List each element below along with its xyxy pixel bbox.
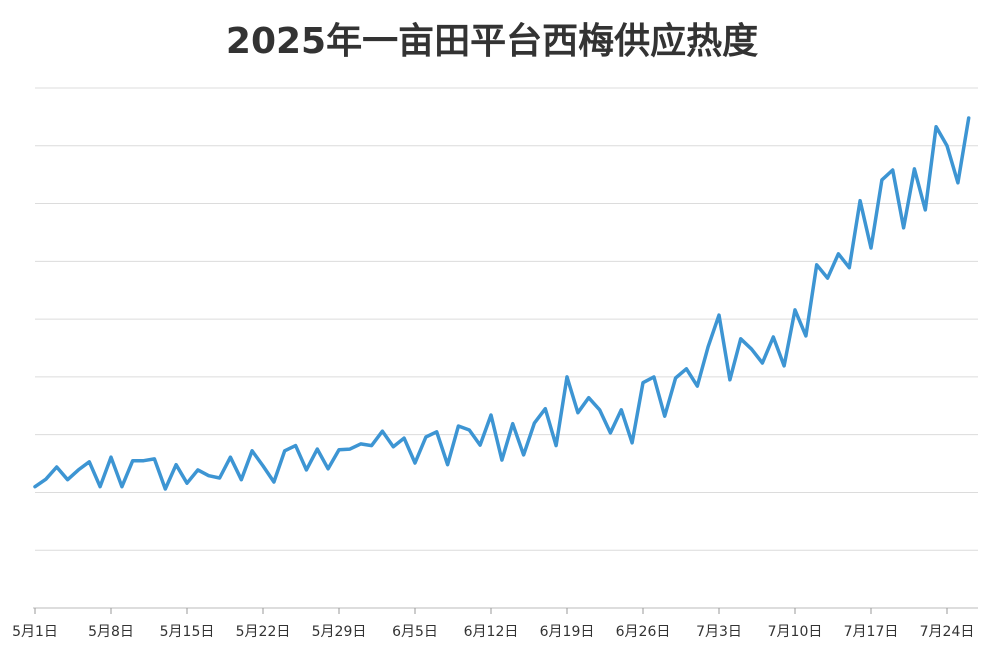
x-tick-label: 5月15日 [160, 624, 215, 640]
x-tick-label: 6月12日 [464, 624, 519, 640]
x-tick-label: 7月24日 [920, 624, 975, 640]
data-line [33, 116, 971, 491]
x-tick-label: 6月5日 [392, 624, 438, 640]
x-tick-label: 5月29日 [312, 624, 367, 640]
x-tick-label: 5月1日 [12, 624, 58, 640]
chart-title: 2025年一亩田平台西梅供应热度 [226, 21, 758, 62]
x-tick-label: 7月10日 [768, 624, 823, 640]
x-tick-label: 7月17日 [844, 624, 899, 640]
x-tick-label: 6月19日 [540, 624, 595, 640]
x-tick-label: 5月22日 [236, 624, 291, 640]
x-tick-label: 5月8日 [88, 624, 134, 640]
x-tick-label: 7月3日 [696, 624, 742, 640]
x-tick-label: 6月26日 [616, 624, 671, 640]
